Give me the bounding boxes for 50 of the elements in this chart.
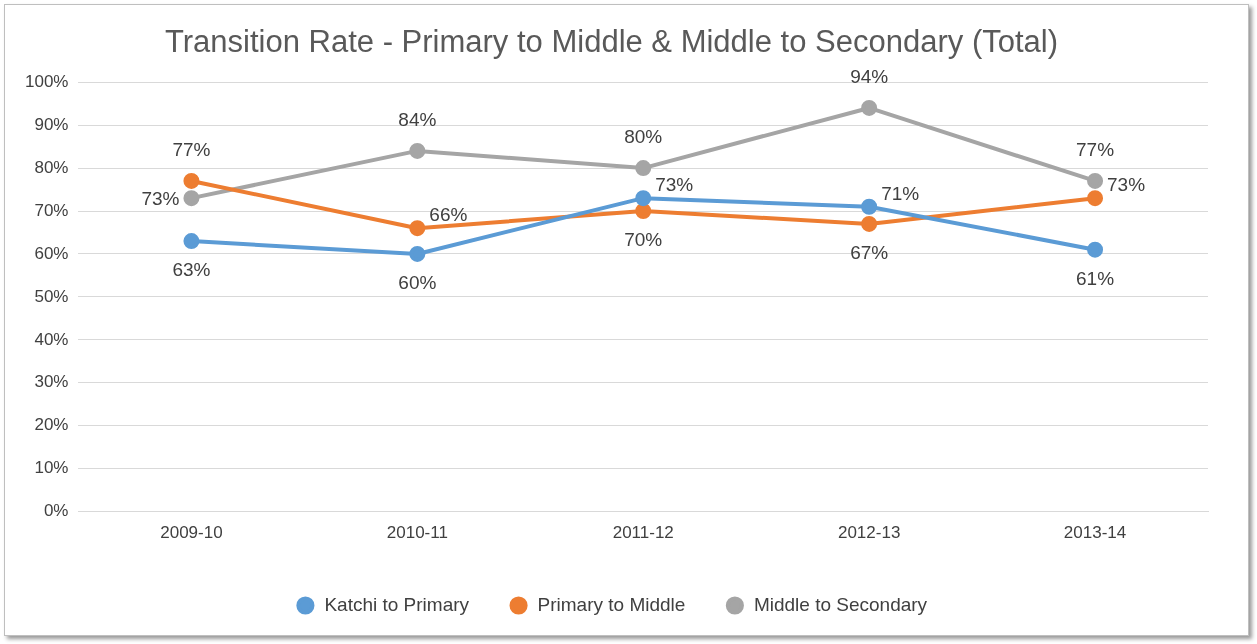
point	[861, 99, 878, 116]
data-label: 66%	[429, 204, 468, 226]
y-tick-label: 0%	[43, 501, 69, 521]
point	[183, 190, 200, 207]
point	[635, 203, 652, 220]
point	[409, 220, 426, 237]
point	[861, 215, 878, 232]
y-tick-label: 10%	[34, 458, 69, 478]
y-tick-label: 80%	[34, 157, 69, 177]
chart-title: Transition Rate - Primary to Middle & Middle to Secondary (Total)	[164, 24, 1059, 60]
data-label: 84%	[398, 109, 437, 131]
point	[635, 190, 652, 207]
data-label: 71%	[881, 182, 920, 204]
data-label: 73%	[141, 188, 180, 210]
x-tick-label: 2009-10	[160, 523, 223, 543]
y-tick-label: 20%	[34, 415, 69, 435]
y-tick-label: 40%	[34, 329, 69, 349]
point	[409, 245, 426, 262]
point	[1087, 241, 1104, 258]
point	[409, 142, 426, 159]
x-tick-label: 2013-14	[1063, 523, 1127, 543]
data-label: 94%	[850, 66, 889, 88]
data-label: 77%	[172, 139, 211, 161]
data-label: 73%	[1107, 174, 1146, 196]
y-tick-label: 100%	[25, 71, 69, 91]
data-label: 70%	[624, 229, 663, 251]
y-tick-label: 70%	[34, 200, 69, 220]
point	[1087, 172, 1104, 189]
point	[183, 233, 200, 250]
x-tick-label: 2010-11	[386, 523, 448, 543]
y-tick-label: 60%	[34, 243, 69, 263]
y-tick-label: 90%	[34, 114, 69, 134]
y-tick-label: 50%	[34, 286, 69, 306]
point	[635, 160, 652, 177]
data-label: 67%	[850, 242, 889, 264]
point	[861, 198, 878, 215]
x-tick-label: 2011-12	[612, 523, 674, 543]
legend-label: Middle to Secondary	[753, 593, 928, 615]
data-label: 80%	[624, 126, 663, 148]
data-label: 60%	[398, 272, 437, 294]
legend-label: Katchi to Primary	[324, 593, 470, 615]
data-label: 77%	[1076, 139, 1115, 161]
data-label: 61%	[1076, 267, 1115, 289]
legend-label: Primary to Middle	[537, 593, 686, 615]
point	[1087, 190, 1104, 207]
x-tick-label: 2012-13	[837, 523, 901, 543]
data-label: 73%	[655, 174, 694, 196]
y-tick-label: 30%	[34, 372, 69, 392]
data-label: 63%	[172, 259, 211, 281]
point	[183, 172, 200, 189]
